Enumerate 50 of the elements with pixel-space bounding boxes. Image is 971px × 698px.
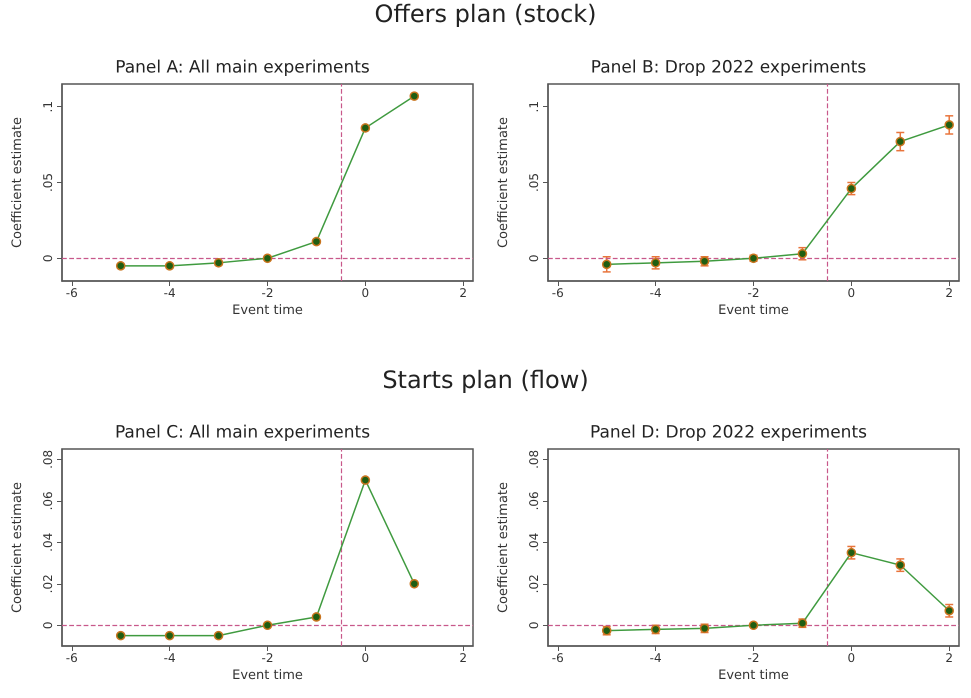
- y-tick-label: .04: [527, 532, 541, 552]
- x-tick-label: -6: [66, 651, 78, 665]
- x-axis-title: Event time: [718, 668, 789, 683]
- x-tick-label: -4: [164, 286, 176, 300]
- y-axis-title: Coefficient estimate: [496, 482, 511, 614]
- y-tick-label: .06: [527, 491, 541, 510]
- x-tick-label: 2: [945, 651, 954, 665]
- y-tick-label: .1: [527, 101, 541, 112]
- y-tick-label: 0: [527, 254, 541, 262]
- y-axis-title: Coefficient estimate: [10, 116, 25, 248]
- x-tick-label: 0: [848, 286, 856, 300]
- x-tick-label: -6: [552, 286, 564, 300]
- x-tick-label: -6: [66, 286, 78, 300]
- x-tick-label: 0: [362, 651, 370, 665]
- y-tick-label: .06: [41, 491, 55, 510]
- chart-title: Panel C: All main experiments: [114, 422, 370, 442]
- y-tick-label: .05: [41, 172, 55, 192]
- y-tick-label: 0: [41, 621, 55, 630]
- y-tick-label: 0: [527, 621, 541, 630]
- text: Offers plan (stock): [373, 0, 598, 28]
- x-tick-label: -2: [748, 651, 760, 665]
- y-tick-label: 0: [41, 254, 55, 262]
- y-axis-title: Coefficient estimate: [496, 116, 511, 248]
- y-tick-label: .08: [41, 450, 55, 469]
- y-tick-label: .05: [527, 172, 541, 192]
- x-tick-label: 2: [459, 286, 468, 300]
- x-tick-label: -4: [650, 286, 662, 300]
- x-tick-label: -4: [650, 651, 662, 665]
- y-tick-label: .02: [527, 574, 541, 594]
- y-tick-label: .02: [41, 574, 55, 594]
- x-tick-label: -6: [552, 651, 564, 665]
- y-tick-label: .1: [41, 101, 55, 112]
- y-tick-label: .04: [41, 532, 55, 552]
- chart-title: Panel B: Drop 2022 experiments: [590, 58, 866, 78]
- x-tick-label: -2: [262, 651, 274, 665]
- x-tick-label: 2: [945, 286, 954, 300]
- x-axis-title: Event time: [232, 302, 303, 318]
- x-tick-label: 0: [848, 651, 856, 665]
- x-axis-title: Event time: [232, 668, 303, 683]
- x-tick-label: 0: [362, 286, 370, 300]
- y-tick-label: .08: [527, 450, 541, 469]
- x-axis-title: Event time: [718, 302, 789, 318]
- x-tick-label: -4: [164, 651, 176, 665]
- chart-title: Panel A: All main experiments: [115, 58, 370, 78]
- text: Starts plan (flow): [381, 366, 590, 394]
- chart-title: Panel D: Drop 2022 experiments: [590, 422, 868, 442]
- x-tick-label: -2: [748, 286, 760, 300]
- x-tick-label: 2: [459, 651, 468, 665]
- x-tick-label: -2: [262, 286, 274, 300]
- y-axis-title: Coefficient estimate: [10, 482, 25, 614]
